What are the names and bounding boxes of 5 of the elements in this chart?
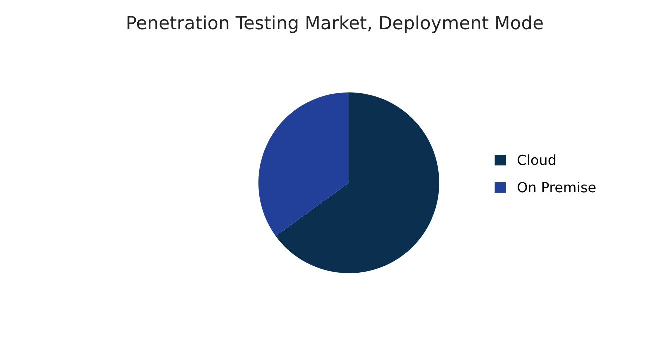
pie-slice <box>276 92 440 274</box>
legend-label: Cloud <box>518 154 556 166</box>
legend-label: On Premise <box>518 182 596 193</box>
pie-slice <box>258 92 350 236</box>
chart-title: Penetration Testing Market, Deployment Mode <box>128 16 543 34</box>
